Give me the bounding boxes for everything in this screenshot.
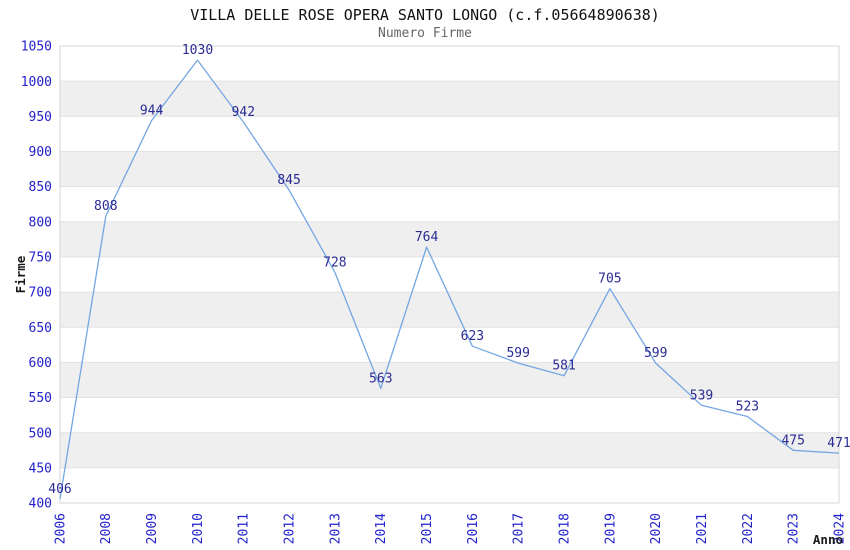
- x-axis-tick-label: 2012: [283, 513, 298, 544]
- y-axis-tick-label: 450: [29, 461, 52, 476]
- grid-band: [60, 432, 839, 468]
- y-axis-tick-label: 900: [29, 145, 52, 160]
- data-point-label: 728: [323, 255, 346, 270]
- y-axis-tick-label: 950: [29, 110, 52, 125]
- data-point-label: 845: [277, 173, 300, 188]
- data-point-label: 944: [140, 104, 164, 119]
- data-point-label: 475: [781, 433, 804, 448]
- x-axis-tick-label: 2013: [328, 513, 343, 544]
- data-point-label: 623: [461, 329, 484, 344]
- grid-band: [60, 362, 839, 398]
- data-point-label: 599: [644, 346, 667, 361]
- data-point-label: 705: [598, 272, 621, 287]
- chart-subtitle: Numero Firme: [378, 26, 472, 41]
- y-axis-tick-label: 800: [29, 215, 52, 230]
- x-axis-tick-label: 2023: [787, 513, 802, 544]
- y-axis-tick-label: 600: [29, 356, 52, 371]
- x-axis-tick-label: 2011: [237, 513, 252, 544]
- y-axis-tick-label: 850: [29, 180, 52, 195]
- y-axis-tick-label: 1000: [21, 75, 52, 90]
- data-point-label: 599: [506, 346, 529, 361]
- x-axis-tick-label: 2009: [145, 513, 160, 544]
- x-axis-tick-label: 2018: [558, 513, 573, 544]
- data-point-label: 942: [232, 105, 255, 120]
- x-axis-tick-label: 2017: [512, 513, 527, 544]
- x-axis-title: Anno: [813, 532, 843, 547]
- data-point-label: 764: [415, 230, 439, 245]
- grid-band: [60, 81, 839, 117]
- x-axis-tick-label: 2020: [649, 513, 664, 544]
- x-axis-tick-label: 2010: [191, 513, 206, 544]
- y-axis-tick-label: 700: [29, 286, 52, 301]
- x-axis-tick-label: 2022: [741, 513, 756, 544]
- data-point-label: 523: [736, 400, 759, 415]
- y-axis-tick-label: 1050: [21, 40, 52, 55]
- y-axis-title: Firme: [13, 255, 28, 293]
- x-axis-tick-label: 2016: [466, 513, 481, 544]
- x-axis-tick-label: 2006: [53, 513, 68, 544]
- chart-title: VILLA DELLE ROSE OPERA SANTO LONGO (c.f.…: [190, 6, 660, 24]
- y-axis-tick-label: 750: [29, 250, 52, 265]
- y-axis-tick-label: 500: [29, 426, 52, 441]
- x-axis-tick-label: 2008: [99, 513, 114, 544]
- y-axis-tick-label: 550: [29, 391, 52, 406]
- plot-border: [59, 45, 840, 504]
- data-point-label: 808: [94, 199, 117, 214]
- data-point-label: 406: [48, 482, 71, 497]
- series-line: [59, 59, 840, 499]
- data-point-label: 539: [690, 388, 713, 403]
- plot-area: [60, 46, 839, 503]
- data-point-label: 1030: [182, 43, 213, 58]
- x-axis-tick-label: 2015: [420, 513, 435, 544]
- y-axis-tick-label: 400: [29, 497, 52, 512]
- x-axis-tick-label: 2024: [832, 513, 847, 544]
- x-axis-tick-label: 2014: [374, 513, 389, 544]
- x-axis-tick-label: 2019: [603, 513, 618, 544]
- grid-band: [60, 221, 839, 257]
- x-axis-tick-label: 2021: [695, 513, 710, 544]
- data-point-label: 471: [827, 436, 850, 451]
- grid-band: [60, 151, 839, 187]
- data-point-label: 581: [552, 359, 575, 374]
- y-axis-tick-label: 650: [29, 321, 52, 336]
- data-point-label: 563: [369, 371, 392, 386]
